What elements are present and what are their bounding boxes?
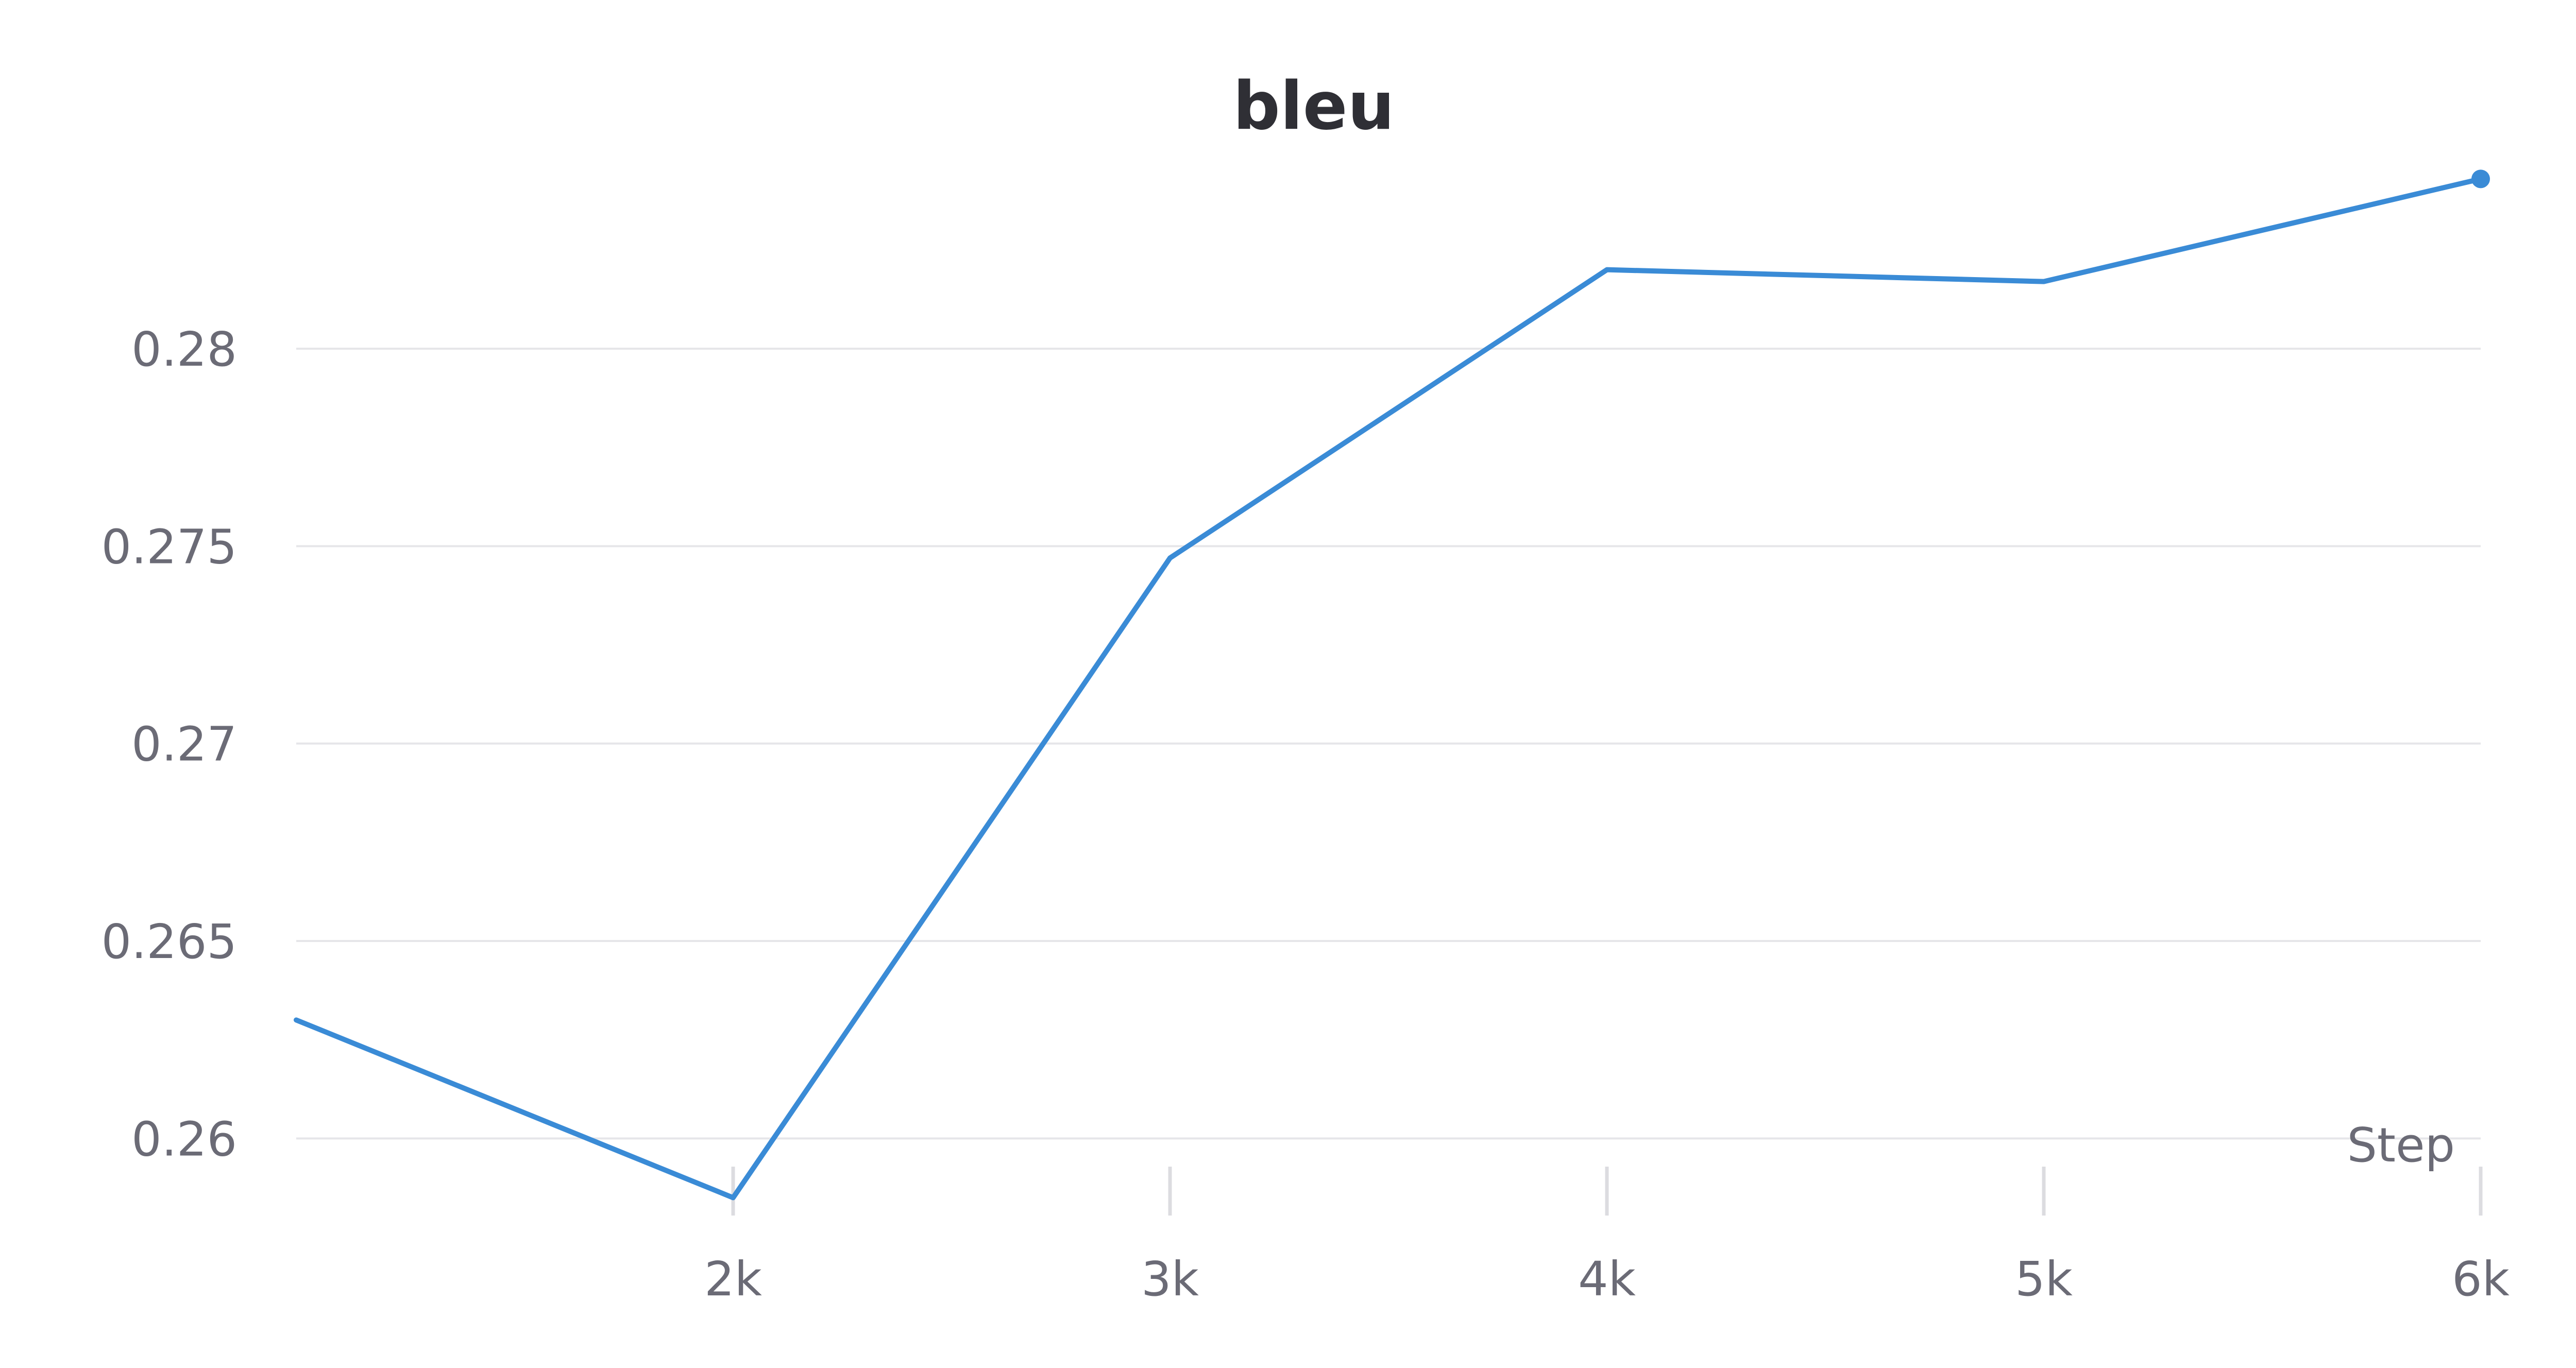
y-tick-label: 0.275 [101,519,237,574]
series-layer [294,169,2490,1201]
x-axis-label: Step [2347,1118,2455,1173]
x-tick-label: 3k [1141,1252,1199,1307]
x-tick-label: 2k [704,1252,762,1307]
series-endpoint-marker [2471,169,2490,189]
y-axis-tick-labels: 0.26 0.265 0.27 0.275 0.28 [101,322,237,1167]
chart-title: bleu [1233,68,1394,145]
y-tick-label: 0.28 [131,322,237,377]
y-tick-label: 0.26 [131,1112,237,1167]
x-tick-label: 5k [2015,1252,2073,1307]
x-axis-ticks: 2k 3k 4k 5k 6k [704,1167,2510,1307]
y-tick-label: 0.27 [131,717,237,772]
y-tick-label: 0.265 [101,914,237,969]
gridlines [296,348,2481,1140]
series-line [294,176,2483,1201]
x-tick-label: 4k [1578,1252,1636,1307]
x-tick-label: 6k [2452,1252,2510,1307]
